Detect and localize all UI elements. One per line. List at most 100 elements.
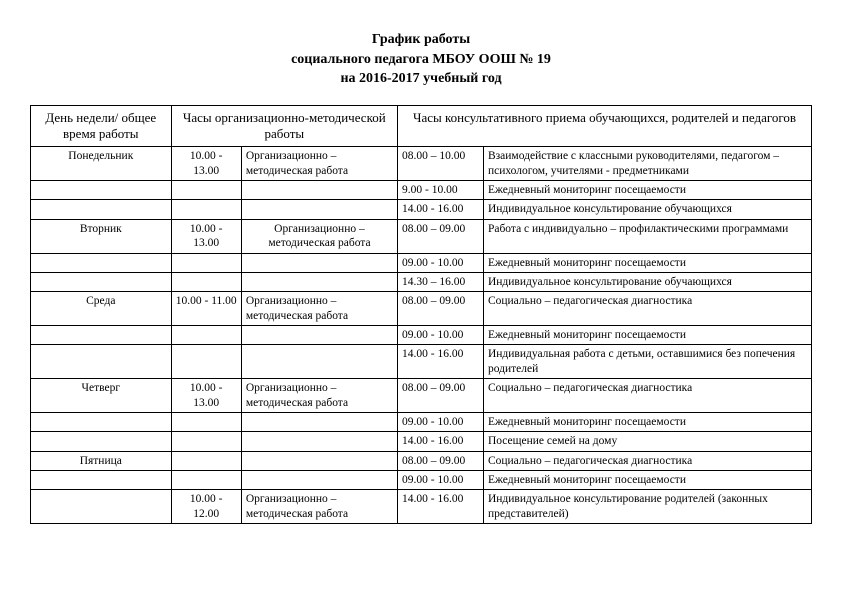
table-row: Среда10.00 - 11.00Организационно – метод…	[31, 292, 812, 326]
cell-consult-time: 14.00 - 16.00	[398, 200, 484, 219]
cell-consult-time: 09.00 - 10.00	[398, 253, 484, 272]
cell-org-time	[171, 200, 241, 219]
cell-org-time	[171, 412, 241, 431]
cell-day	[31, 200, 172, 219]
table-row: 14.00 - 16.00Индивидуальная работа с дет…	[31, 345, 812, 379]
cell-consult-desc: Ежедневный мониторинг посещаемости	[483, 253, 811, 272]
cell-org-desc: Организационно – методическая работа	[241, 379, 397, 413]
cell-consult-time: 14.00 - 16.00	[398, 345, 484, 379]
cell-org-time	[171, 272, 241, 291]
page-title: График работы социального педагога МБОУ …	[30, 30, 812, 89]
cell-consult-desc: Ежедневный мониторинг посещаемости	[483, 412, 811, 431]
title-line-2: социального педагога МБОУ ООШ № 19	[30, 50, 812, 70]
title-line-3: на 2016-2017 учебный год	[30, 69, 812, 89]
cell-org-desc: Организационно – методическая работа	[241, 292, 397, 326]
cell-consult-desc: Взаимодействие с классными руководителям…	[483, 147, 811, 181]
cell-consult-time: 9.00 - 10.00	[398, 181, 484, 200]
table-row: 10.00 - 12.00Организационно – методическ…	[31, 490, 812, 524]
cell-consult-time: 14.00 - 16.00	[398, 490, 484, 524]
cell-org-time	[171, 451, 241, 470]
cell-org-time: 10.00 - 12.00	[171, 490, 241, 524]
table-row: 14.00 - 16.00Индивидуальное консультиров…	[31, 200, 812, 219]
cell-org-desc	[241, 253, 397, 272]
cell-consult-desc: Социально – педагогическая диагностика	[483, 451, 811, 470]
table-row: 9.00 - 10.00Ежедневный мониторинг посеща…	[31, 181, 812, 200]
cell-consult-desc: Индивидуальное консультирование обучающи…	[483, 200, 811, 219]
cell-consult-desc: Ежедневный мониторинг посещаемости	[483, 471, 811, 490]
title-line-1: График работы	[30, 30, 812, 50]
cell-day	[31, 326, 172, 345]
cell-day	[31, 272, 172, 291]
cell-org-time	[171, 253, 241, 272]
cell-org-desc	[241, 412, 397, 431]
cell-consult-desc: Работа с индивидуально – профилактически…	[483, 219, 811, 253]
cell-org-time: 10.00 - 11.00	[171, 292, 241, 326]
cell-day	[31, 412, 172, 431]
header-day: День недели/ общее время работы	[31, 105, 172, 147]
table-row: 09.00 - 10.00Ежедневный мониторинг посещ…	[31, 253, 812, 272]
table-row: 09.00 - 10.00Ежедневный мониторинг посещ…	[31, 412, 812, 431]
cell-org-desc: Организационно – методическая работа	[241, 147, 397, 181]
cell-org-desc	[241, 471, 397, 490]
cell-day	[31, 490, 172, 524]
cell-day	[31, 253, 172, 272]
cell-day: Среда	[31, 292, 172, 326]
cell-org-time	[171, 326, 241, 345]
cell-org-desc	[241, 181, 397, 200]
cell-org-time	[171, 181, 241, 200]
header-consult: Часы консультативного приема обучающихся…	[398, 105, 812, 147]
table-row: 14.00 - 16.00Посещение семей на дому	[31, 432, 812, 451]
cell-consult-time: 14.30 – 16.00	[398, 272, 484, 291]
table-row: 09.00 - 10.00Ежедневный мониторинг посещ…	[31, 326, 812, 345]
table-body: Понедельник10.00 - 13.00Организационно –…	[31, 147, 812, 524]
cell-consult-time: 08.00 – 09.00	[398, 292, 484, 326]
cell-day: Вторник	[31, 219, 172, 253]
schedule-table: День недели/ общее время работы Часы орг…	[30, 105, 812, 524]
cell-consult-time: 08.00 – 09.00	[398, 451, 484, 470]
cell-day	[31, 181, 172, 200]
cell-consult-desc: Индивидуальная работа с детьми, оставшим…	[483, 345, 811, 379]
cell-consult-desc: Ежедневный мониторинг посещаемости	[483, 326, 811, 345]
cell-consult-time: 09.00 - 10.00	[398, 412, 484, 431]
cell-org-time: 10.00 - 13.00	[171, 147, 241, 181]
cell-day	[31, 345, 172, 379]
cell-org-time	[171, 432, 241, 451]
cell-day: Понедельник	[31, 147, 172, 181]
cell-org-time: 10.00 - 13.00	[171, 379, 241, 413]
cell-org-desc	[241, 272, 397, 291]
cell-consult-desc: Ежедневный мониторинг посещаемости	[483, 181, 811, 200]
cell-org-desc	[241, 345, 397, 379]
cell-consult-time: 09.00 - 10.00	[398, 471, 484, 490]
cell-org-time	[171, 345, 241, 379]
table-row: Вторник10.00 - 13.00Организационно – мет…	[31, 219, 812, 253]
cell-org-time: 10.00 - 13.00	[171, 219, 241, 253]
cell-org-desc	[241, 200, 397, 219]
header-org: Часы организационно-методической работы	[171, 105, 397, 147]
cell-consult-desc: Индивидуальное консультирование родителе…	[483, 490, 811, 524]
cell-day	[31, 471, 172, 490]
cell-org-desc	[241, 451, 397, 470]
cell-consult-time: 08.00 – 10.00	[398, 147, 484, 181]
table-header-row: День недели/ общее время работы Часы орг…	[31, 105, 812, 147]
cell-consult-desc: Социально – педагогическая диагностика	[483, 292, 811, 326]
cell-consult-time: 14.00 - 16.00	[398, 432, 484, 451]
cell-consult-time: 08.00 – 09.00	[398, 219, 484, 253]
cell-org-desc: Организационно – методическая работа	[241, 219, 397, 253]
cell-org-desc	[241, 432, 397, 451]
cell-consult-time: 09.00 - 10.00	[398, 326, 484, 345]
cell-org-desc	[241, 326, 397, 345]
table-row: Понедельник10.00 - 13.00Организационно –…	[31, 147, 812, 181]
cell-consult-desc: Индивидуальное консультирование обучающи…	[483, 272, 811, 291]
cell-org-time	[171, 471, 241, 490]
cell-day: Пятница	[31, 451, 172, 470]
cell-day: Четверг	[31, 379, 172, 413]
table-row: Пятница 08.00 – 09.00Социально – педагоги…	[31, 451, 812, 470]
table-row: 14.30 – 16.00Индивидуальное консультиров…	[31, 272, 812, 291]
table-row: 09.00 - 10.00Ежедневный мониторинг посещ…	[31, 471, 812, 490]
table-row: Четверг10.00 - 13.00Организационно – мет…	[31, 379, 812, 413]
cell-consult-time: 08.00 – 09.00	[398, 379, 484, 413]
cell-org-desc: Организационно – методическая работа	[241, 490, 397, 524]
cell-consult-desc: Социально – педагогическая диагностика	[483, 379, 811, 413]
cell-consult-desc: Посещение семей на дому	[483, 432, 811, 451]
cell-day	[31, 432, 172, 451]
